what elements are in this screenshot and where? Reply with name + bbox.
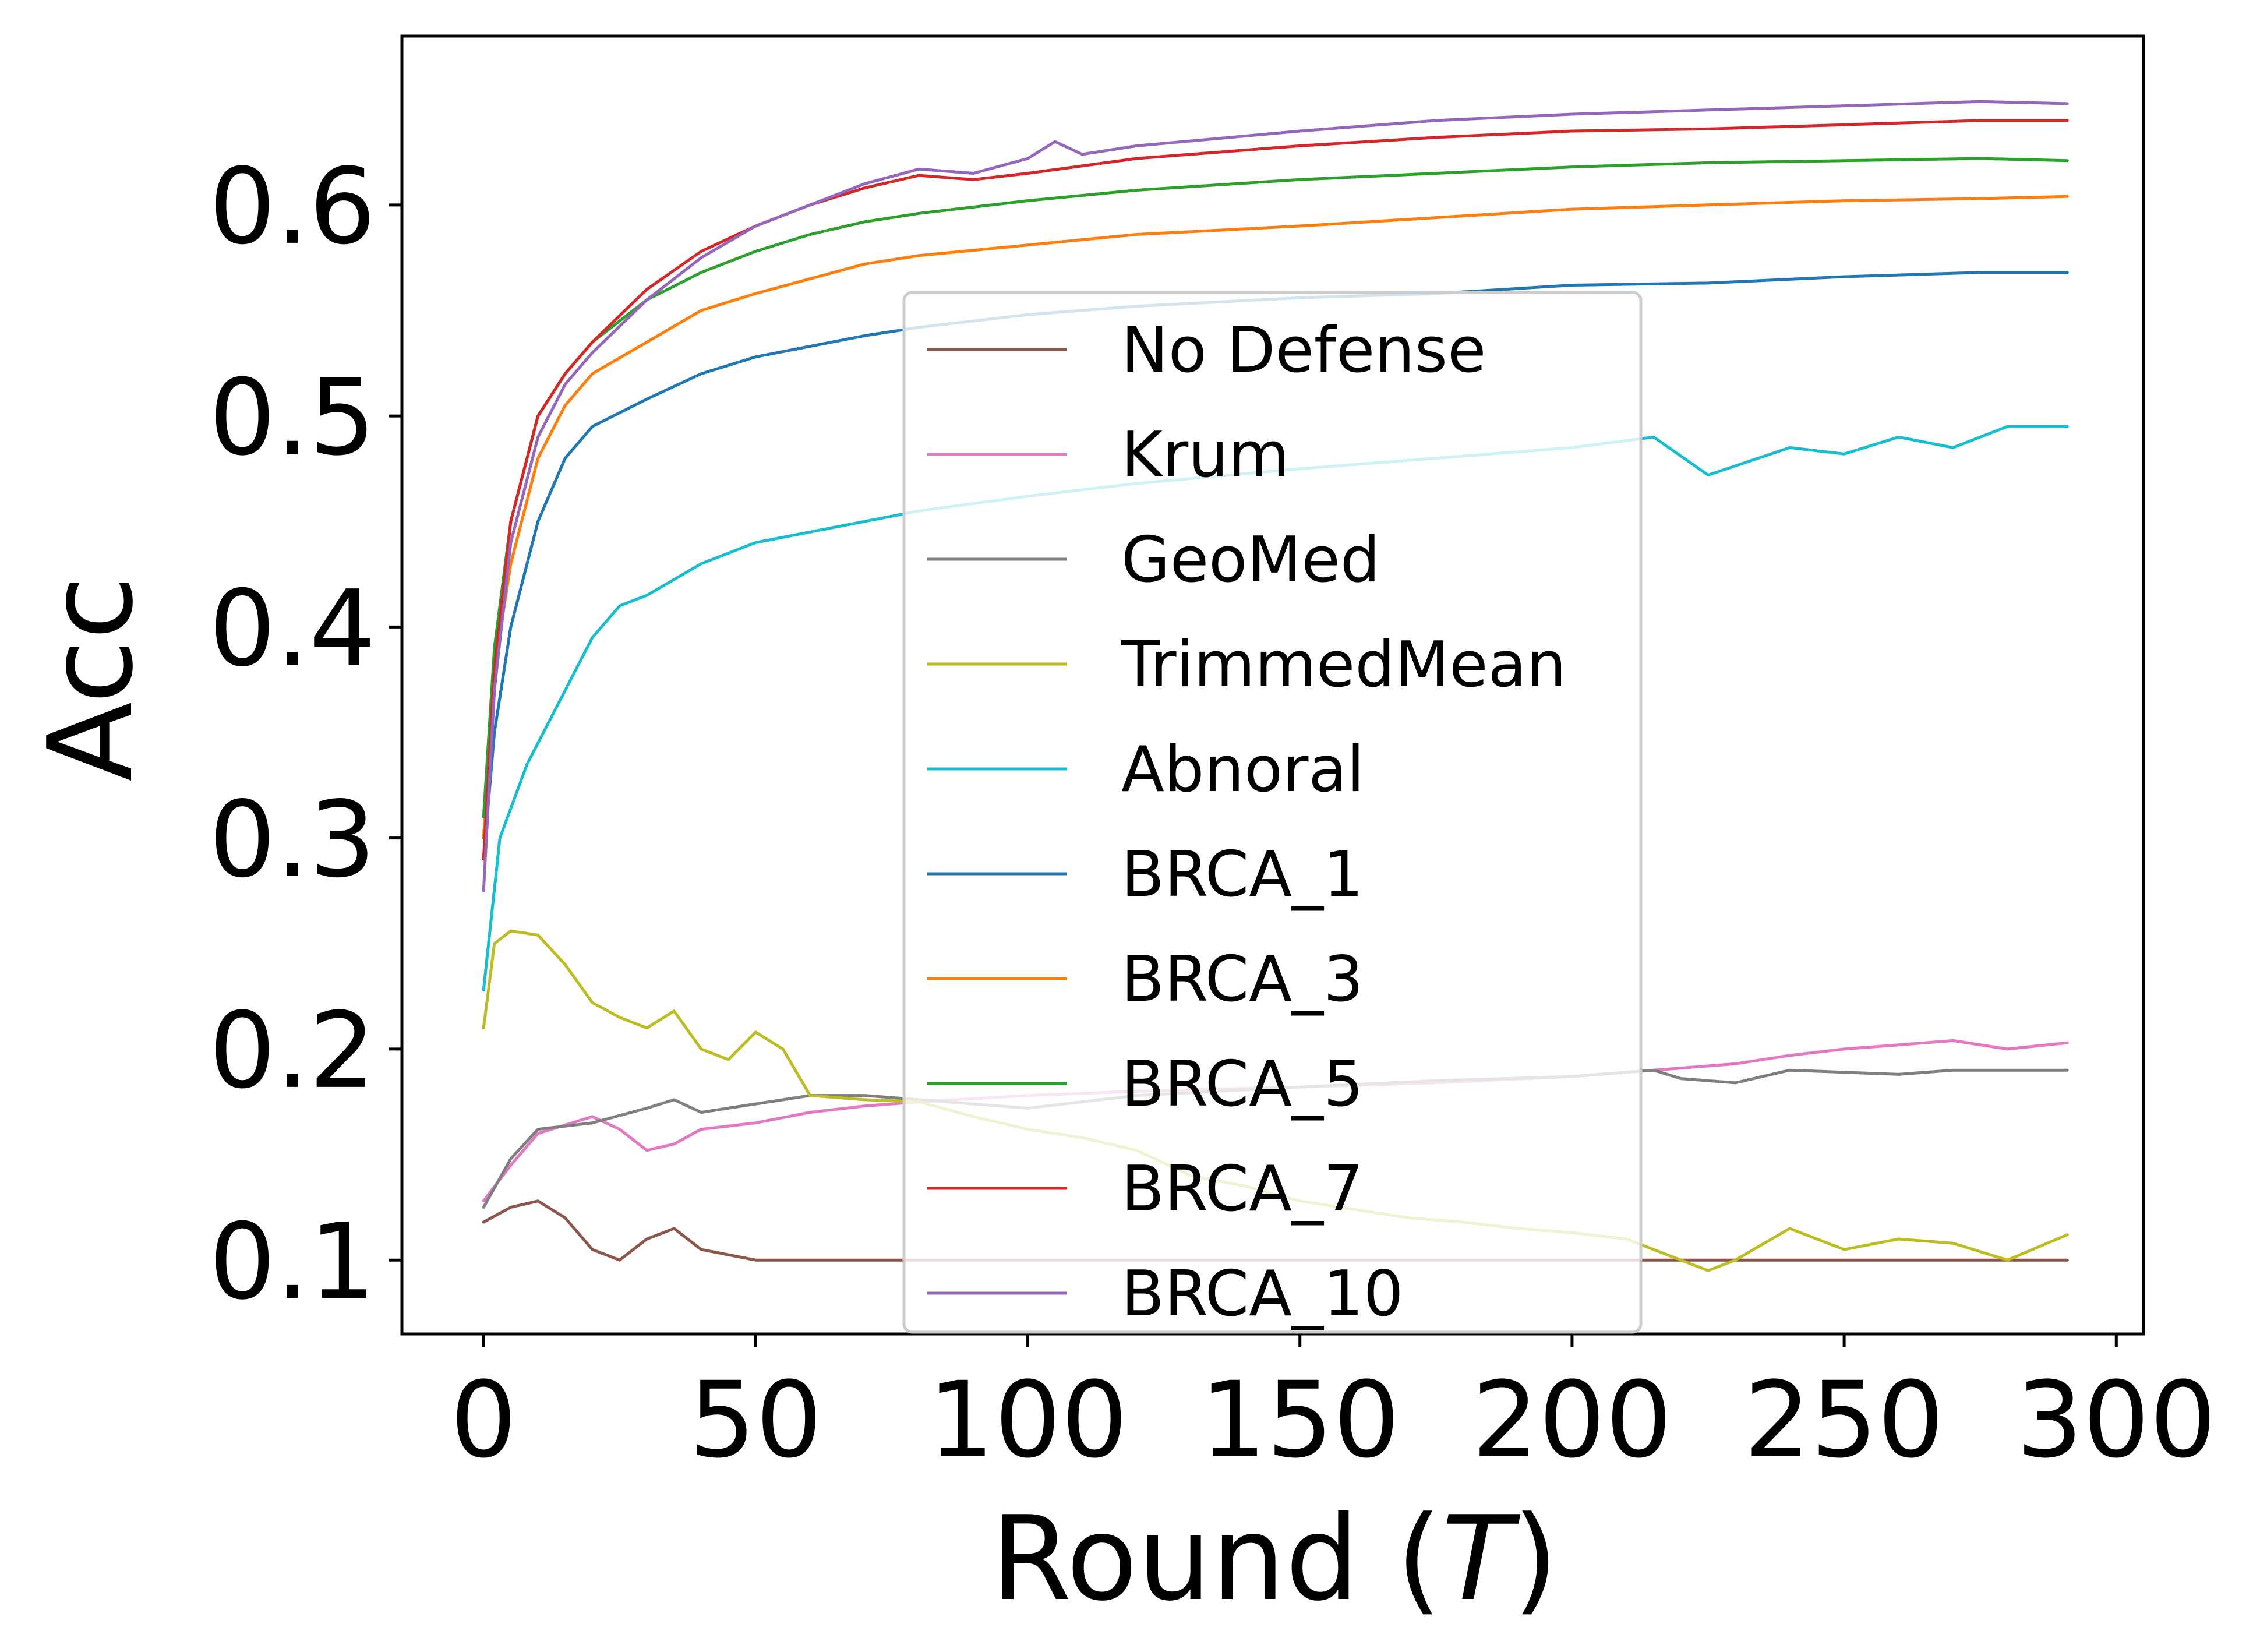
- x-tick-label: 50: [689, 1360, 822, 1481]
- series-line-brca-10: [482, 100, 2069, 892]
- legend-label-brca-7: BRCA_7: [1121, 1153, 1364, 1226]
- legend-label-brca-10: BRCA_10: [1121, 1258, 1403, 1330]
- x-tick-label: 250: [1744, 1360, 1944, 1481]
- legend-label-brca-3: BRCA_3: [1121, 943, 1364, 1016]
- y-tick-label: 0.2: [209, 990, 376, 1112]
- legend-label-brca-5: BRCA_5: [1121, 1048, 1364, 1121]
- y-tick-label: 0.1: [209, 1201, 376, 1323]
- x-axis: 0 50 100 150 200 250 300: [450, 1334, 2216, 1481]
- legend-label-abnoral: Abnoral: [1121, 733, 1365, 806]
- x-tick-label: 0: [450, 1360, 517, 1481]
- x-tick-label: 150: [1200, 1360, 1400, 1481]
- y-axis: 0.1 0.2 0.3 0.4 0.5 0.6: [209, 146, 402, 1323]
- series-line-brca-1: [482, 271, 2069, 861]
- series-line-brca-7: [482, 119, 2069, 861]
- legend-label-no-defense: No Defense: [1121, 314, 1486, 387]
- legend: No Defense Krum GeoMed TrimmedMean Abnoral BR…: [902, 291, 1643, 1334]
- x-tick-label: 300: [2016, 1360, 2216, 1481]
- legend-label-geomed: GeoMed: [1121, 524, 1380, 596]
- legend-frame: [902, 291, 1643, 1334]
- y-tick-label: 0.4: [209, 568, 376, 690]
- y-tick-label: 0.5: [209, 357, 376, 479]
- x-tick-label: 100: [928, 1360, 1128, 1481]
- y-tick-label: 0.6: [209, 146, 376, 268]
- y-tick-label: 0.3: [209, 779, 376, 901]
- legend-label-brca-1: BRCA_1: [1121, 838, 1364, 911]
- legend-label-krum: Krum: [1121, 419, 1290, 492]
- x-axis-title: Round (T): [991, 1491, 1559, 1627]
- plot-frame: [400, 34, 2145, 1336]
- x-tick-label: 200: [1472, 1360, 1672, 1481]
- series-line-brca-3: [482, 195, 2069, 840]
- legend-label-trimmedmean: TrimmedMean: [1121, 629, 1566, 701]
- y-axis-title: Acc: [23, 576, 159, 781]
